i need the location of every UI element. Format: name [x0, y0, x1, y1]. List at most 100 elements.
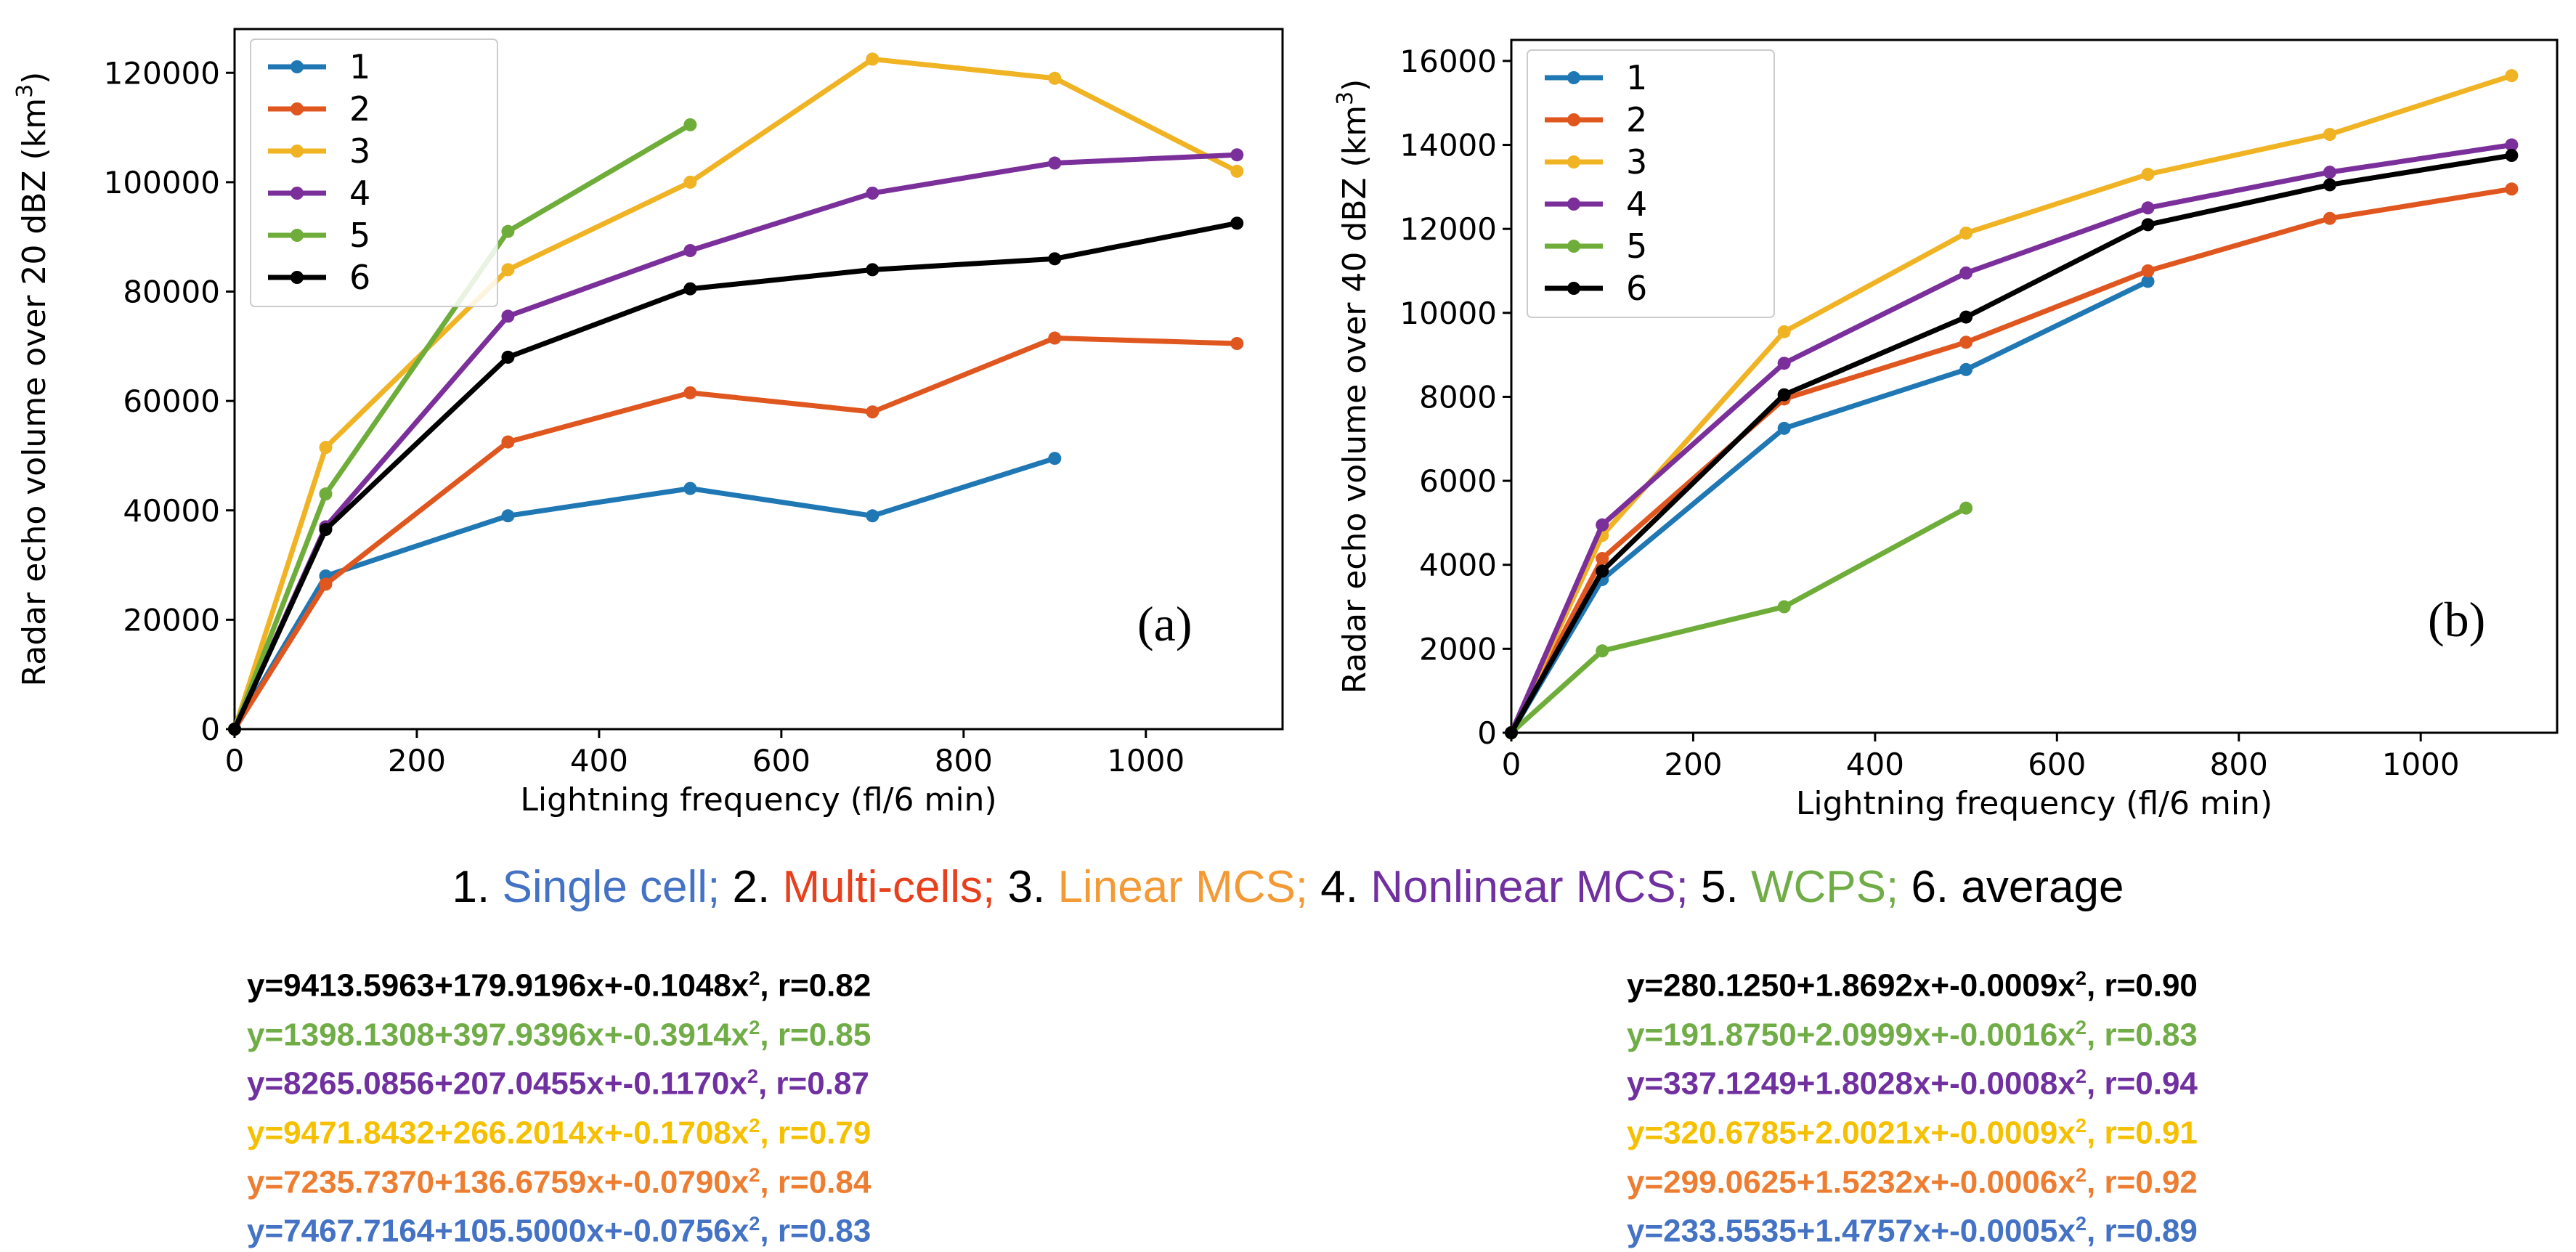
y-tick-label: 16000 — [1399, 44, 1497, 79]
caption-label-multi-cells: Multi-cells; — [782, 862, 996, 912]
equations-left: y=9413.5963+179.9196x+-0.1048x2, r=0.82 y… — [247, 957, 871, 1252]
panel-label: (a) — [1137, 596, 1192, 651]
equations-right: y=280.1250+1.8692x+-0.0009x2, r=0.90 y=19… — [1627, 957, 2198, 1252]
legend-label-1: 1 — [349, 47, 370, 86]
y-tick-label: 100000 — [104, 165, 220, 200]
caption-num-4: 4. — [1308, 862, 1371, 912]
x-tick-label: 800 — [935, 743, 993, 779]
data-point-6 — [1596, 564, 1609, 578]
equation-r-value: , r=0.91 — [2087, 1115, 2198, 1151]
data-point-3 — [319, 441, 333, 455]
data-point-4 — [1959, 266, 1973, 280]
data-point-1 — [1777, 421, 1791, 435]
legend-label-4: 4 — [349, 174, 370, 213]
x-tick-label: 1000 — [1107, 743, 1185, 779]
caption-num-6: 6. — [1898, 862, 1962, 912]
y-tick-label: 80000 — [123, 275, 220, 310]
equation-exponent: 2 — [747, 1065, 758, 1088]
equation-exponent: 2 — [2075, 967, 2087, 989]
y-axis-label: Radar echo volume over 40 dBZ (km3) — [1333, 79, 1373, 694]
data-point-5 — [1596, 644, 1609, 658]
series-line-5 — [232, 122, 692, 731]
fit-equation: y=8265.0856+207.0455x+-0.1170x2, r=0.87 — [247, 1055, 871, 1105]
x-tick-label: 0 — [225, 743, 245, 779]
legend-box — [250, 38, 498, 307]
y-tick-label: 0 — [200, 712, 220, 747]
data-point-1 — [866, 509, 879, 523]
legend-marker-4 — [1567, 198, 1580, 211]
equation-r-value: , r=0.83 — [2087, 1017, 2198, 1053]
equation-exponent: 2 — [2075, 1065, 2087, 1088]
equation-body: y=320.6785+2.0021x+-0.0009x — [1627, 1115, 2076, 1151]
equation-exponent: 2 — [749, 1015, 760, 1038]
y-tick-label: 40000 — [123, 493, 220, 529]
legend-label-6: 6 — [349, 258, 370, 297]
data-point-1 — [2141, 275, 2155, 288]
legend-marker-5 — [290, 229, 304, 242]
data-point-2 — [501, 435, 515, 449]
series-line-2 — [232, 336, 1238, 731]
caption-label-nonlinear-mcs: Nonlinear MCS; — [1370, 862, 1689, 912]
x-tick-label: 600 — [752, 743, 810, 779]
y-tick-label: 20000 — [123, 602, 220, 638]
equation-exponent: 2 — [2075, 1163, 2087, 1186]
equation-exponent: 2 — [749, 1212, 760, 1235]
data-point-6 — [319, 523, 333, 537]
legend-label-3: 3 — [1626, 142, 1647, 182]
legend-label-1: 1 — [1626, 58, 1647, 97]
data-point-5 — [319, 487, 333, 501]
equation-r-value: , r=0.83 — [760, 1213, 871, 1249]
data-point-4 — [1048, 156, 1062, 170]
data-point-3 — [1048, 71, 1062, 85]
data-point-3 — [1959, 226, 1973, 240]
data-point-2 — [866, 405, 879, 419]
legend-marker-6 — [1567, 282, 1580, 295]
data-point-3 — [2505, 69, 2519, 83]
fit-equation: y=191.8750+2.0999x+-0.0016x2, r=0.83 — [1627, 1007, 2198, 1056]
series-caption: 1. Single cell; 2. Multi-cells; 3. Linea… — [0, 858, 2576, 916]
data-point-6 — [501, 350, 515, 364]
y-tick-label: 60000 — [123, 383, 220, 419]
data-point-1 — [683, 481, 697, 495]
legend-marker-2 — [1567, 113, 1580, 126]
legend-box — [1527, 49, 1775, 318]
legend-label-5: 5 — [349, 216, 370, 255]
data-point-4 — [683, 244, 697, 258]
panel-label: (b) — [2428, 592, 2485, 647]
data-point-4 — [1230, 148, 1244, 162]
legend-marker-3 — [1567, 155, 1580, 168]
legend-label-2: 2 — [1626, 100, 1647, 139]
caption-num-3: 3. — [995, 862, 1058, 912]
data-point-5 — [1777, 600, 1791, 614]
equation-body: y=337.1249+1.8028x+-0.0008x — [1627, 1065, 2076, 1102]
data-point-6 — [2141, 218, 2155, 232]
data-point-3 — [683, 175, 697, 189]
fit-equation: y=1398.1308+397.9396x+-0.3914x2, r=0.85 — [247, 1007, 871, 1056]
data-point-3 — [1777, 325, 1791, 338]
caption-label-wcps: WCPS; — [1750, 862, 1899, 912]
equation-exponent: 2 — [2075, 1212, 2087, 1235]
equation-body: y=280.1250+1.8692x+-0.0009x — [1627, 967, 2076, 1004]
equation-body: y=299.0625+1.5232x+-0.0006x — [1627, 1164, 2076, 1200]
series-line-5 — [1509, 505, 1967, 735]
equation-exponent: 2 — [2075, 1015, 2087, 1038]
equation-exponent: 2 — [749, 1163, 760, 1186]
legend-label-2: 2 — [349, 89, 370, 129]
data-point-4 — [2141, 201, 2155, 215]
plot-frame — [233, 28, 1284, 731]
data-point-6 — [1230, 216, 1244, 230]
chart-a: 0 200 400 600 800 1000 0 20000 40000 60000 80000 10… — [12, 28, 1284, 818]
data-point-4 — [2323, 166, 2336, 179]
y-tick-label: 12000 — [1399, 211, 1497, 247]
data-point-1 — [501, 509, 515, 523]
x-tick-label: 200 — [1664, 747, 1722, 782]
equation-exponent: 2 — [749, 967, 760, 989]
legend-label-5: 5 — [1626, 227, 1647, 266]
data-point-1 — [1048, 452, 1062, 466]
data-point-2 — [2505, 182, 2519, 196]
legend-marker-6 — [290, 271, 304, 284]
fit-equation: y=280.1250+1.8692x+-0.0009x2, r=0.90 — [1627, 957, 2198, 1007]
data-point-6 — [228, 723, 241, 736]
data-point-5 — [683, 118, 697, 131]
y-tick-label: 2000 — [1419, 631, 1497, 667]
